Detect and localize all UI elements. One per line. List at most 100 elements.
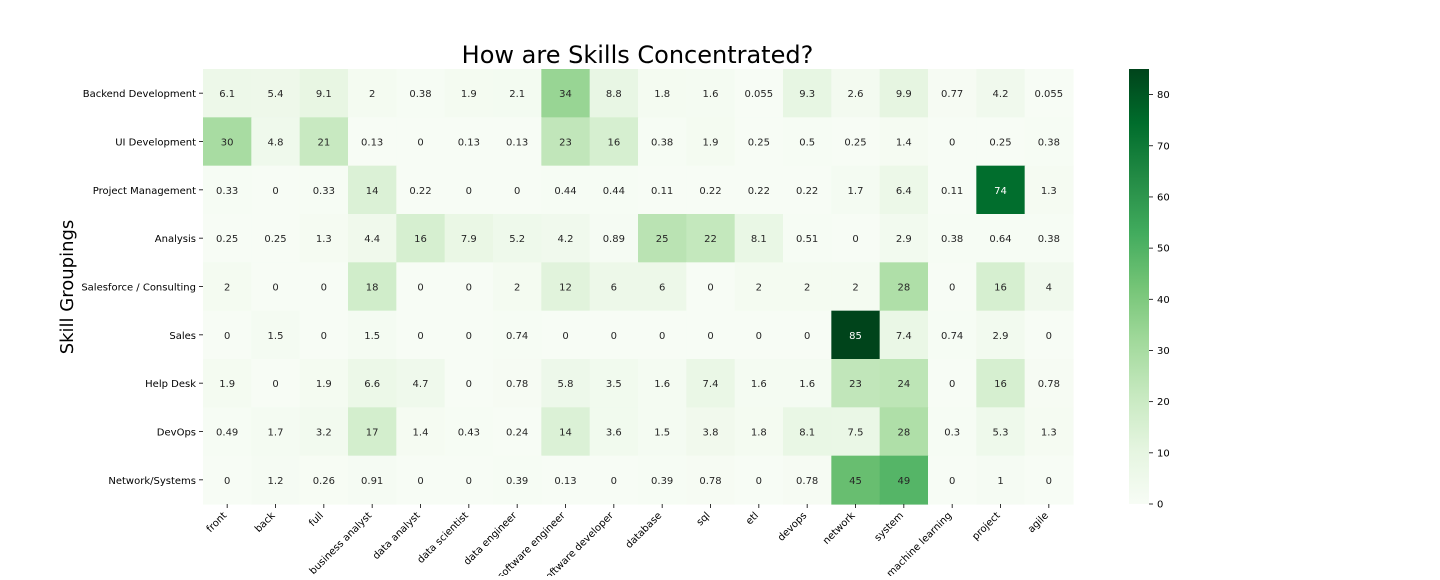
cell-value-label: 1.4	[413, 428, 429, 439]
heatmap-cell	[299, 359, 349, 408]
cell-value-label: 0	[272, 283, 278, 294]
cell-value-label: 1.3	[1041, 186, 1057, 197]
cell-value-label: 2	[224, 283, 230, 294]
cell-value-label: 4	[1046, 283, 1052, 294]
cell-value-label: 22	[704, 234, 717, 245]
heatmap-cell	[589, 455, 639, 505]
cell-value-label: 17	[366, 428, 379, 439]
cell-value-label: 0.38	[941, 234, 963, 245]
heatmap-cell	[783, 69, 832, 118]
cell-value-label: 0.78	[796, 476, 818, 487]
colorbar-tick-label: 50	[1157, 244, 1170, 255]
heatmap-cell	[976, 262, 1026, 312]
cell-value-label: 0.13	[554, 476, 576, 487]
heatmap-cell	[541, 165, 591, 215]
cell-value-label: 16	[994, 283, 1007, 294]
cell-value-label: 7.4	[703, 379, 719, 390]
cell-value-label: 2	[852, 283, 858, 294]
cell-value-label: 0	[756, 476, 762, 487]
cell-value-label: 1	[997, 476, 1003, 487]
cell-value-label: 0.055	[745, 89, 774, 100]
heatmap-cell	[783, 262, 832, 312]
heatmap-cell	[638, 69, 687, 118]
heatmap-cell	[444, 69, 494, 118]
heatmap-cell	[976, 69, 1026, 118]
cell-value-label: 0	[707, 283, 713, 294]
cell-value-label: 0.38	[1038, 138, 1060, 149]
heatmap-cell	[1024, 69, 1074, 118]
heatmap-cell	[493, 117, 542, 167]
heatmap-cell	[638, 455, 687, 505]
heatmap-cell	[251, 69, 301, 118]
heatmap-cell	[589, 359, 639, 408]
cell-value-label: 24	[897, 379, 910, 390]
heatmap-cell	[831, 214, 881, 263]
y-tick-label: Salesforce / Consulting	[81, 283, 196, 294]
heatmap-cell	[348, 69, 397, 118]
cell-value-label: 0.11	[651, 186, 673, 197]
heatmap-cell	[638, 359, 687, 408]
heatmap-cell	[879, 359, 929, 408]
heatmap-cell	[831, 455, 881, 505]
colorbar: 0 10 20 30 40 50 60 70 80	[1129, 69, 1170, 511]
cell-value-label: 1.2	[268, 476, 284, 487]
cell-value-label: 1.9	[219, 379, 235, 390]
heatmap-cell	[734, 214, 784, 263]
colorbar-gradient	[1129, 69, 1149, 504]
y-tick-label: Network/Systems	[108, 476, 196, 487]
cell-value-label: 0.055	[1035, 89, 1064, 100]
heatmap-cell	[928, 310, 977, 360]
heatmap-cell	[251, 407, 301, 457]
cell-value-label: 0.38	[651, 138, 673, 149]
x-tick-label: agile	[1026, 510, 1051, 535]
cell-value-label: 0	[466, 186, 472, 197]
heatmap-cell	[976, 310, 1026, 360]
heatmap-cell	[348, 455, 397, 505]
heatmap-cell	[541, 455, 591, 505]
heatmap-cell	[444, 262, 494, 312]
heatmap-cell	[589, 69, 639, 118]
heatmap-cell	[589, 214, 639, 263]
cell-value-label: 1.3	[1041, 428, 1057, 439]
cell-value-label: 0.91	[361, 476, 383, 487]
cell-value-label: 28	[897, 283, 910, 294]
y-tick-label: Backend Development	[83, 89, 196, 100]
heatmap-cell	[1024, 310, 1074, 360]
x-tick-label: system	[873, 510, 906, 543]
cell-value-label: 2.9	[896, 234, 912, 245]
cell-value-label: 16	[414, 234, 427, 245]
heatmap-cell	[203, 310, 252, 360]
heatmap-cell	[734, 117, 784, 167]
cell-value-label: 0.39	[506, 476, 528, 487]
cell-value-label: 0.25	[264, 234, 286, 245]
cell-value-label: 23	[849, 379, 862, 390]
cell-value-label: 0.26	[313, 476, 335, 487]
x-tick-label: etl	[744, 510, 761, 527]
y-tick-label: DevOps	[157, 428, 196, 439]
heatmap-cell	[686, 455, 736, 505]
heatmap-cell	[879, 455, 929, 505]
y-tick-label: Analysis	[155, 234, 196, 245]
cell-value-label: 9.1	[316, 89, 332, 100]
heatmap-cell	[493, 214, 542, 263]
cell-value-label: 9.3	[799, 89, 815, 100]
heatmap-cell	[638, 214, 687, 263]
cell-value-label: 5.8	[558, 379, 574, 390]
heatmap-cell	[541, 262, 591, 312]
cell-value-label: 0	[272, 379, 278, 390]
heatmap-cell	[396, 117, 446, 167]
cell-value-label: 0	[949, 379, 955, 390]
heatmap-cell	[1024, 455, 1074, 505]
cell-value-label: 1.6	[703, 89, 719, 100]
cell-value-label: 3.2	[316, 428, 332, 439]
cell-value-label: 1.8	[654, 89, 670, 100]
heatmap-cell	[299, 165, 349, 215]
heatmap-cell	[203, 214, 252, 263]
cell-value-label: 12	[559, 283, 572, 294]
colorbar-tick-label: 70	[1157, 141, 1170, 152]
heatmap-cell	[686, 165, 736, 215]
heatmap-cell	[928, 117, 977, 167]
heatmap-cell	[348, 165, 397, 215]
cell-value-label: 1.5	[654, 428, 670, 439]
